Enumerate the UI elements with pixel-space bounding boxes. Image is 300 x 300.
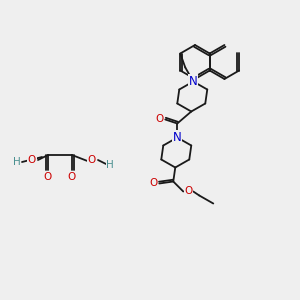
Text: O: O — [28, 155, 36, 165]
Text: O: O — [68, 172, 76, 182]
Text: N: N — [173, 131, 182, 144]
Text: O: O — [184, 187, 192, 196]
Text: O: O — [44, 172, 52, 182]
Text: H: H — [13, 157, 21, 167]
Text: O: O — [149, 178, 158, 188]
Text: N: N — [189, 75, 198, 88]
Text: O: O — [155, 115, 164, 124]
Text: H: H — [106, 160, 114, 170]
Text: O: O — [88, 155, 96, 165]
